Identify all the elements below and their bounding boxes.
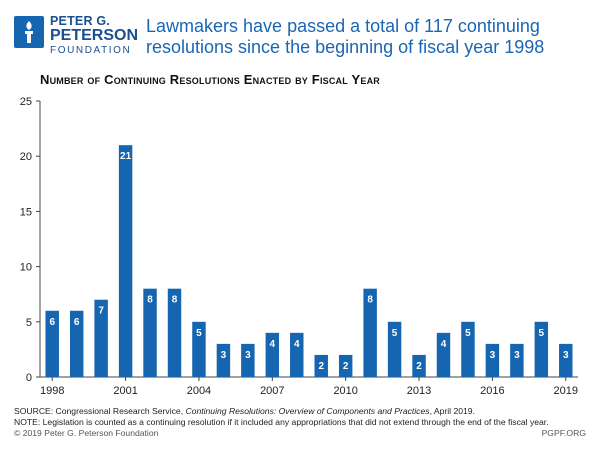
bar (461, 321, 475, 377)
bar (192, 321, 206, 377)
bar (290, 332, 304, 377)
bar (363, 288, 377, 377)
bar-value-label: 2 (318, 361, 324, 372)
bar (534, 321, 549, 377)
bar (314, 354, 328, 377)
bar-value-label: 5 (196, 328, 202, 339)
bar-value-label: 8 (367, 295, 373, 306)
logo-line-1: PETER G. (50, 14, 110, 28)
logo-line-2: PETERSON (50, 27, 139, 44)
bar-value-label: 4 (294, 339, 300, 350)
bar-value-label: 5 (539, 328, 545, 339)
bar-value-label: 3 (514, 350, 520, 361)
bar-value-label: 2 (343, 361, 349, 372)
footer: SOURCE: Congressional Research Service, … (14, 406, 594, 439)
logo-wordmark: PETER G. PETERSON FOUNDATION (50, 15, 138, 57)
bar (510, 343, 524, 377)
bar (167, 288, 182, 377)
bar (436, 332, 451, 377)
bar (216, 343, 231, 377)
bar-value-label: 21 (120, 151, 132, 162)
bar (265, 332, 280, 377)
x-tick-label: 2001 (113, 385, 137, 397)
x-tick-label: 2004 (187, 385, 211, 397)
bar (69, 310, 84, 377)
bar-value-label: 3 (245, 350, 251, 361)
bar-value-label: 6 (74, 317, 80, 328)
bar (485, 343, 500, 377)
x-tick-label: 2010 (333, 385, 357, 397)
bar-value-label: 7 (98, 306, 104, 317)
bar (94, 299, 108, 377)
x-tick-label: 2016 (480, 385, 504, 397)
bar-value-label: 5 (392, 328, 398, 339)
y-tick-label: 10 (20, 262, 32, 274)
bar-value-label: 4 (270, 339, 276, 350)
bar (118, 145, 133, 377)
source-suffix: , April 2019. (429, 406, 475, 416)
bar-value-label: 3 (563, 350, 569, 361)
y-tick-label: 0 (26, 372, 32, 384)
bar-value-label: 2 (416, 361, 422, 372)
x-tick-label: 2013 (407, 385, 431, 397)
headline: Lawmakers have passed a total of 117 con… (146, 16, 545, 57)
pgpf-logo: PETER G. PETERSON FOUNDATION (14, 14, 138, 56)
y-tick-label: 5 (26, 317, 32, 329)
chart-title: Number of Continuing Resolutions Enacted… (40, 72, 380, 87)
x-tick-label: 2019 (554, 385, 578, 397)
y-tick-label: 20 (20, 151, 32, 163)
bar-value-label: 5 (465, 328, 471, 339)
bar (241, 343, 255, 377)
x-tick-label: 1998 (40, 385, 64, 397)
x-tick-label: 2007 (260, 385, 284, 397)
y-tick-label: 15 (20, 206, 32, 218)
y-tick-label: 25 (20, 96, 32, 108)
bar (412, 354, 426, 377)
source-prefix: SOURCE: Congressional Research Service, (14, 406, 186, 416)
bar-value-label: 4 (441, 339, 447, 350)
definition-note: NOTE: Legislation is counted as a contin… (14, 417, 549, 427)
bar-value-label: 6 (49, 317, 55, 328)
torch-logo-icon (14, 16, 44, 48)
bar (45, 310, 59, 377)
source-note: SOURCE: Congressional Research Service, … (14, 406, 594, 417)
site-link[interactable]: PGPF.ORG (541, 428, 586, 438)
copyright: © 2019 Peter G. Peterson Foundation (14, 428, 159, 438)
bar-value-label: 3 (490, 350, 496, 361)
source-title: Continuing Resolutions: Overview of Comp… (185, 406, 430, 416)
bar (559, 343, 573, 377)
bar-value-label: 8 (172, 295, 178, 306)
bar (338, 354, 353, 377)
bar (387, 321, 402, 377)
bar-value-label: 8 (147, 295, 153, 306)
bar-value-label: 3 (221, 350, 227, 361)
logo-line-3: FOUNDATION (50, 45, 132, 56)
bar (143, 288, 157, 377)
